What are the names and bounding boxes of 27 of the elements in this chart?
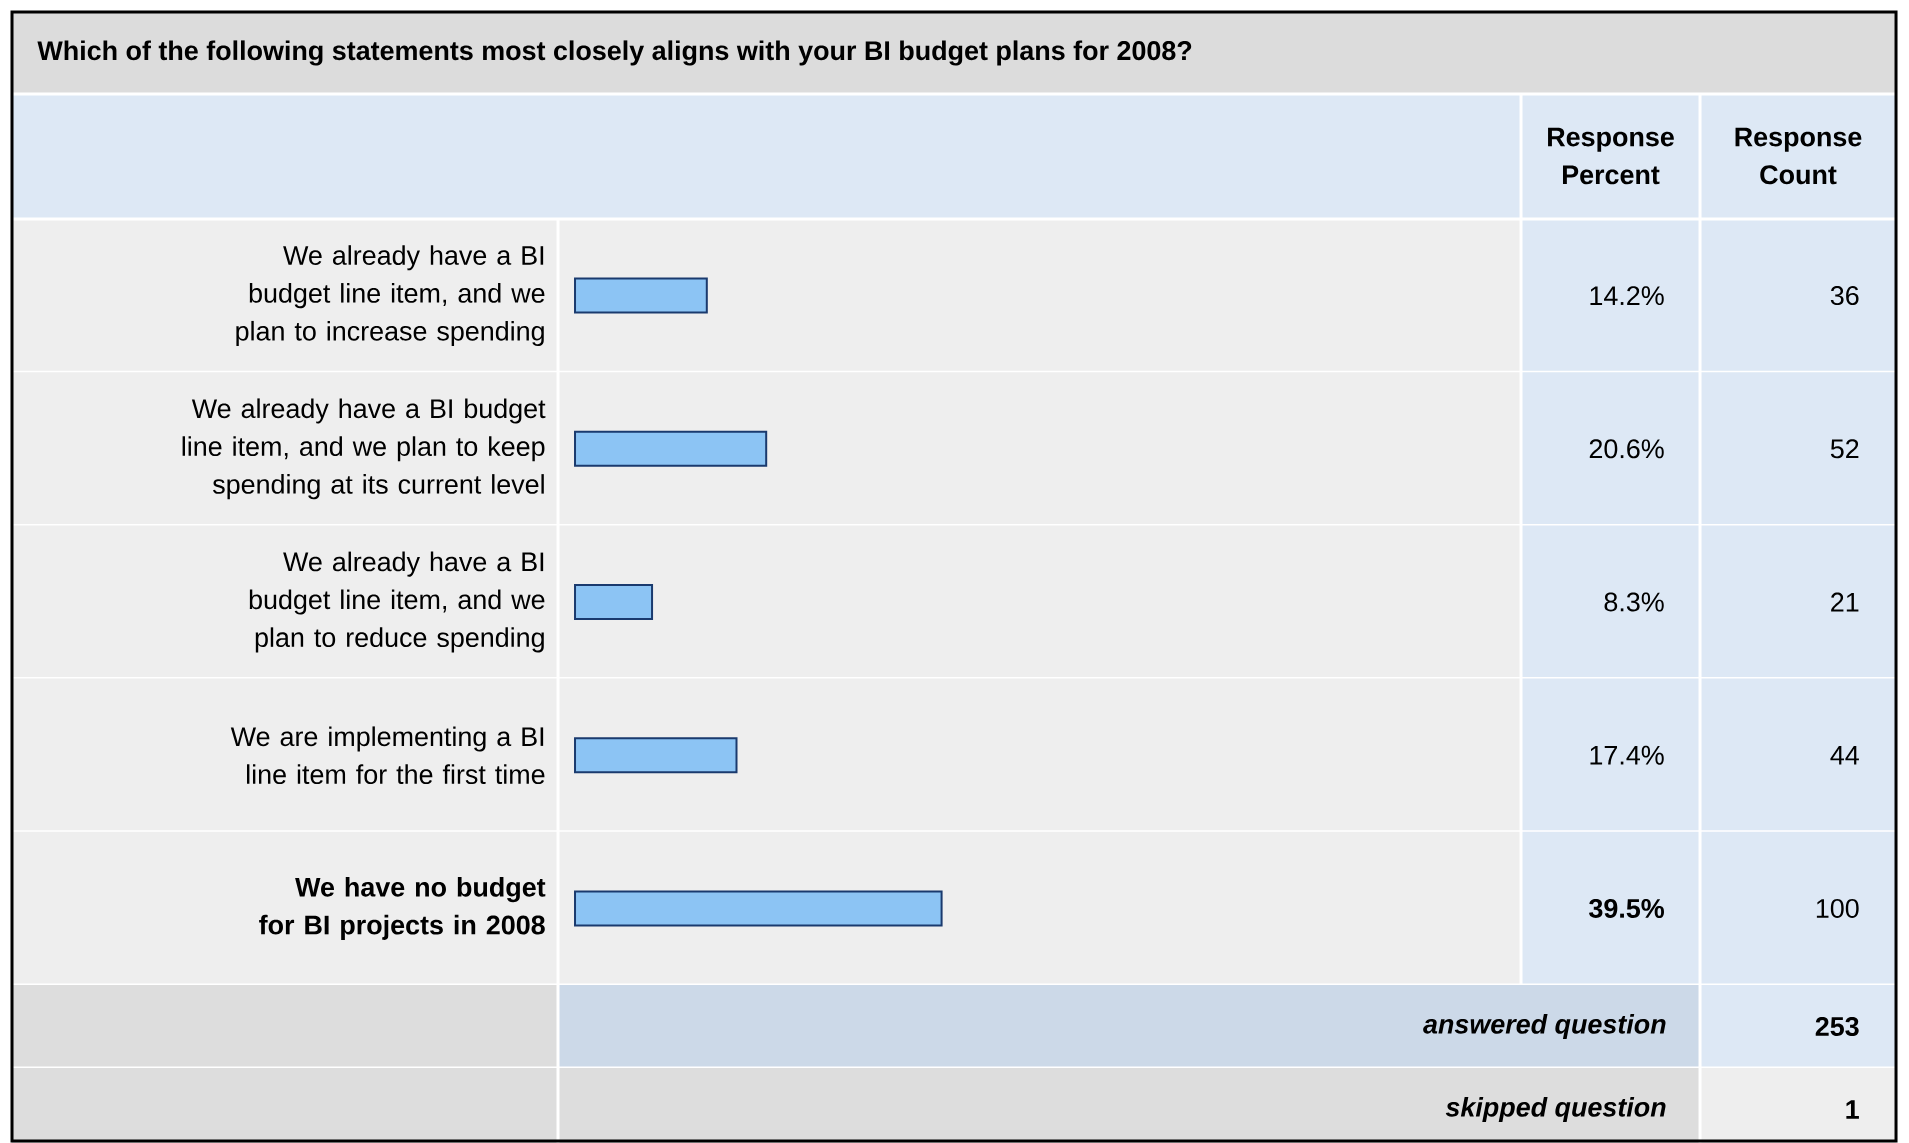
text: 52 bbox=[1830, 439, 1859, 459]
text: 100 bbox=[1816, 898, 1859, 918]
data-label: 20.6% bbox=[1589, 439, 1664, 459]
y-tick-label: We already have a BI budget line item, and we plan to increase spending bbox=[236, 245, 545, 347]
y-tick-label: We are implementing a BI line item for the first time bbox=[230, 726, 545, 785]
text: answered question bbox=[1423, 1013, 1666, 1040]
bar bbox=[574, 277, 708, 314]
text: 36 bbox=[1830, 286, 1859, 306]
chart-title: Which of the following statements most closely aligns with your BI budget plans for 2008? bbox=[37, 40, 1192, 66]
data-label: 14.2% bbox=[1590, 286, 1664, 306]
y-tick-label: We already have a BI budget line item, and we plan to reduce spending bbox=[249, 551, 545, 653]
data-label: 8.3% bbox=[1604, 592, 1664, 612]
y-tick-label: We have no budget for BI projects in 2008 bbox=[259, 876, 546, 940]
bar bbox=[574, 430, 768, 467]
text: 44 bbox=[1830, 745, 1859, 765]
text: Response Percent bbox=[1548, 127, 1674, 185]
text: 253 bbox=[1815, 1016, 1859, 1037]
text: Response Count bbox=[1735, 127, 1862, 185]
text: 21 bbox=[1831, 592, 1859, 612]
bar bbox=[574, 737, 738, 774]
y-tick-label: We already have a BI budget line item, and we plan to keep spending at its current level bbox=[182, 398, 546, 500]
data-label: 39.5% bbox=[1589, 898, 1664, 918]
text: 1 bbox=[1846, 1100, 1859, 1119]
text: skipped question bbox=[1445, 1096, 1666, 1123]
data-label: 17.4% bbox=[1590, 745, 1664, 765]
bar bbox=[574, 890, 943, 927]
bar bbox=[574, 584, 654, 621]
